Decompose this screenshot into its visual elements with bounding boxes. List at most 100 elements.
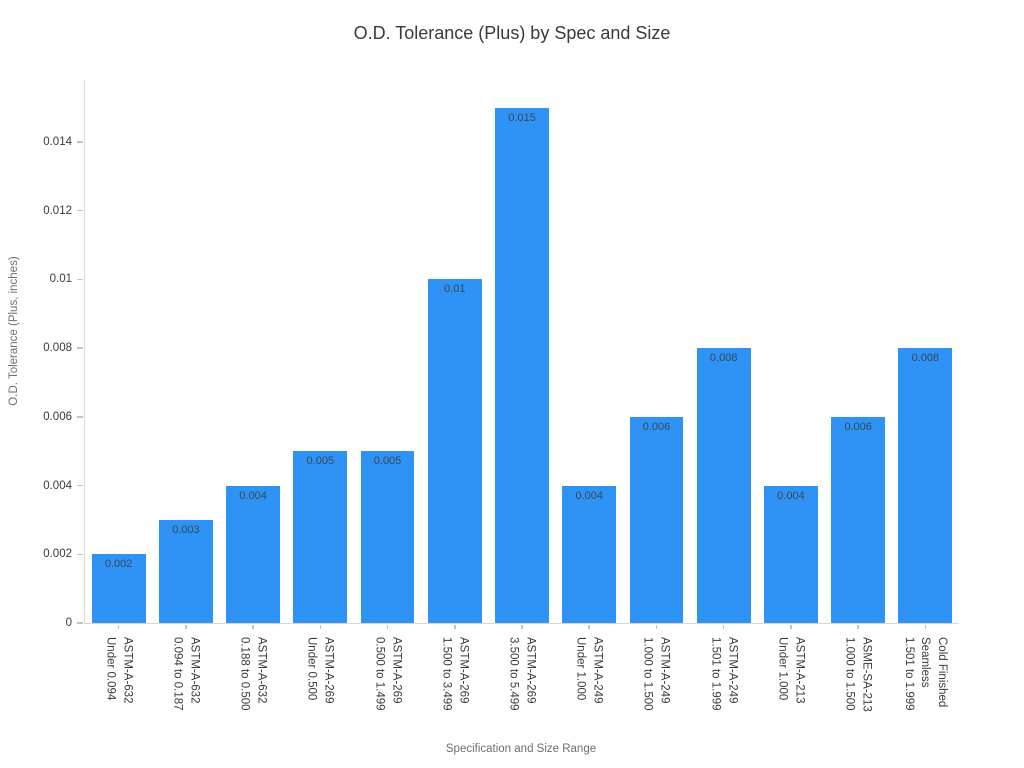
x-category-label: ASME-SA-213 1.000 to 1.500 bbox=[842, 637, 875, 712]
x-tick-mark bbox=[924, 625, 927, 629]
x-category-line: 0.188 to 0.500 bbox=[239, 637, 252, 711]
x-category-line: ASTM-A-632 bbox=[121, 637, 134, 704]
x-category-label: ASTM-A-249 1.501 to 1.999 bbox=[707, 637, 740, 711]
y-tick-label: 0 bbox=[65, 617, 72, 629]
x-category-label: ASTM-A-632 Under 0.094 bbox=[102, 637, 135, 703]
x-category-label: ASTM-A-269 1.500 to 3.499 bbox=[438, 637, 471, 711]
x-category-label: ASTM-A-269 Under 0.500 bbox=[304, 637, 337, 703]
x-tick-mark bbox=[454, 625, 456, 629]
bar-value-label: 0.002 bbox=[104, 558, 133, 571]
x-category-line: Under 1.000 bbox=[575, 637, 588, 701]
bar-value-label: 0.003 bbox=[172, 523, 200, 536]
x-tick-mark bbox=[185, 625, 187, 629]
x-category-label: ASTM-A-632 0.094 to 0.187 bbox=[169, 637, 202, 711]
bar: 0.004 bbox=[764, 485, 818, 623]
bar-value-label: 0.015 bbox=[508, 111, 536, 124]
x-tick-mark bbox=[521, 625, 523, 629]
y-tick-label: 0.014 bbox=[43, 135, 72, 148]
x-category-line: Under 0.500 bbox=[306, 637, 319, 701]
bar-value-label: 0.005 bbox=[306, 455, 335, 468]
y-tick-mark bbox=[77, 553, 83, 556]
bar-value-label: 0.006 bbox=[642, 420, 671, 433]
plot-area: 0 0.002 0.004 0.006 0.008 0.01 0.012 0.014 0.00… bbox=[43, 80, 959, 712]
x-category-line: 1.500 to 3.499 bbox=[440, 637, 453, 711]
x-category-line: ASTM-A-632 bbox=[255, 637, 268, 704]
x-category-line: ASTM-A-269 bbox=[524, 637, 537, 704]
bar: 0.003 bbox=[158, 519, 213, 623]
y-tick-mark bbox=[77, 347, 83, 349]
bar-value-label: 0.008 bbox=[709, 352, 738, 365]
bar-value-label: 0.005 bbox=[373, 455, 402, 468]
x-category-line: Under 1.000 bbox=[776, 637, 789, 701]
bar: 0.006 bbox=[831, 416, 886, 623]
y-tick-mark bbox=[77, 416, 83, 418]
x-axis-title: Specification and Size Range bbox=[445, 743, 597, 755]
x-category-line: ASTM-A-249 bbox=[726, 637, 739, 704]
bar: 0.005 bbox=[360, 451, 415, 623]
y-tick-mark bbox=[77, 209, 83, 212]
bar-value-label: 0.004 bbox=[575, 489, 603, 502]
bar: 0.006 bbox=[629, 416, 684, 623]
y-tick-label: 0.004 bbox=[43, 479, 72, 492]
x-category-label: ASTM-A-249 Under 1.000 bbox=[573, 637, 606, 703]
x-category-line: ASTM-A-632 bbox=[188, 637, 201, 704]
x-category-line: ASTM-A-269 bbox=[322, 637, 335, 704]
x-category-line: 3.500 to 5.499 bbox=[508, 637, 520, 711]
bar-value-label: 0.004 bbox=[777, 489, 805, 502]
x-category-line: 0.094 to 0.187 bbox=[171, 637, 184, 711]
x-tick-mark bbox=[117, 625, 120, 629]
bar: 0.01 bbox=[427, 279, 482, 623]
y-tick-mark bbox=[77, 622, 83, 624]
y-tick-label: 0.01 bbox=[49, 273, 72, 286]
y-tick-label: 0.012 bbox=[43, 204, 72, 217]
y-tick-mark bbox=[77, 278, 83, 281]
x-tick-mark bbox=[588, 625, 590, 629]
x-tick-mark bbox=[252, 625, 254, 629]
x-category-line: ASTM-A-249 bbox=[658, 637, 671, 704]
x-category-line: 1.000 to 1.500 bbox=[844, 637, 857, 711]
x-category-line: 1.501 to 1.999 bbox=[709, 637, 722, 711]
x-tick-mark bbox=[386, 625, 389, 629]
x-category-line: 0.500 to 1.499 bbox=[373, 637, 386, 711]
x-category-line: 1.000 to 1.500 bbox=[642, 637, 655, 711]
y-tick-label: 0.008 bbox=[43, 342, 72, 355]
bar-value-label: 0.004 bbox=[239, 489, 267, 502]
bar: 0.004 bbox=[562, 485, 617, 623]
bar-value-label: 0.008 bbox=[911, 352, 940, 365]
bar: 0.008 bbox=[696, 348, 751, 623]
bar: 0.002 bbox=[91, 554, 146, 623]
x-category-line: ASTM-A-269 bbox=[390, 637, 403, 704]
bar: 0.015 bbox=[495, 107, 549, 623]
x-category-label: ASTM-A-632 0.188 to 0.500 bbox=[237, 637, 270, 711]
x-category-line: ASME-SA-213 bbox=[860, 637, 873, 712]
x-tick-mark bbox=[857, 625, 859, 629]
x-tick-mark bbox=[790, 625, 792, 629]
y-tick-mark bbox=[77, 141, 83, 143]
x-category-line: ASTM-A-249 bbox=[591, 637, 604, 704]
x-category-line: Under 0.094 bbox=[104, 637, 117, 701]
x-category-label: ASTM-A-249 1.000 to 1.500 bbox=[640, 637, 673, 711]
x-category-label: Cold Finished Seamless 1.501 to 1.999 bbox=[901, 637, 951, 711]
x-category-line: ASTM-A-213 bbox=[793, 637, 806, 704]
x-tick-mark bbox=[319, 625, 322, 629]
bar: 0.008 bbox=[898, 348, 953, 623]
y-tick-label: 0.006 bbox=[43, 410, 72, 423]
x-category-line: ASTM-A-269 bbox=[457, 637, 470, 704]
bar-value-label: 0.006 bbox=[844, 420, 872, 433]
x-category-line: Seamless bbox=[919, 637, 932, 688]
chart-title: O.D. Tolerance (Plus) by Spec and Size bbox=[353, 23, 671, 43]
bar: 0.005 bbox=[293, 451, 348, 623]
x-category-line: Cold Finished bbox=[936, 637, 949, 708]
y-axis-title: O.D. Tolerance (Plus, inches) bbox=[8, 256, 20, 406]
x-tick-mark bbox=[655, 625, 658, 629]
x-category-label: ASTM-A-269 0.500 to 1.499 bbox=[371, 637, 404, 711]
x-tick-mark bbox=[722, 625, 725, 629]
x-category-label: ASTM-A-269 3.500 to 5.499 bbox=[506, 637, 539, 711]
bar-value-label: 0.01 bbox=[444, 283, 466, 296]
y-tick-label: 0.002 bbox=[43, 548, 72, 561]
x-category-label: ASTM-A-213 Under 1.000 bbox=[774, 637, 807, 703]
x-category-line: 1.501 to 1.999 bbox=[903, 637, 916, 711]
y-tick-mark bbox=[77, 484, 83, 487]
bar: 0.004 bbox=[226, 485, 280, 623]
